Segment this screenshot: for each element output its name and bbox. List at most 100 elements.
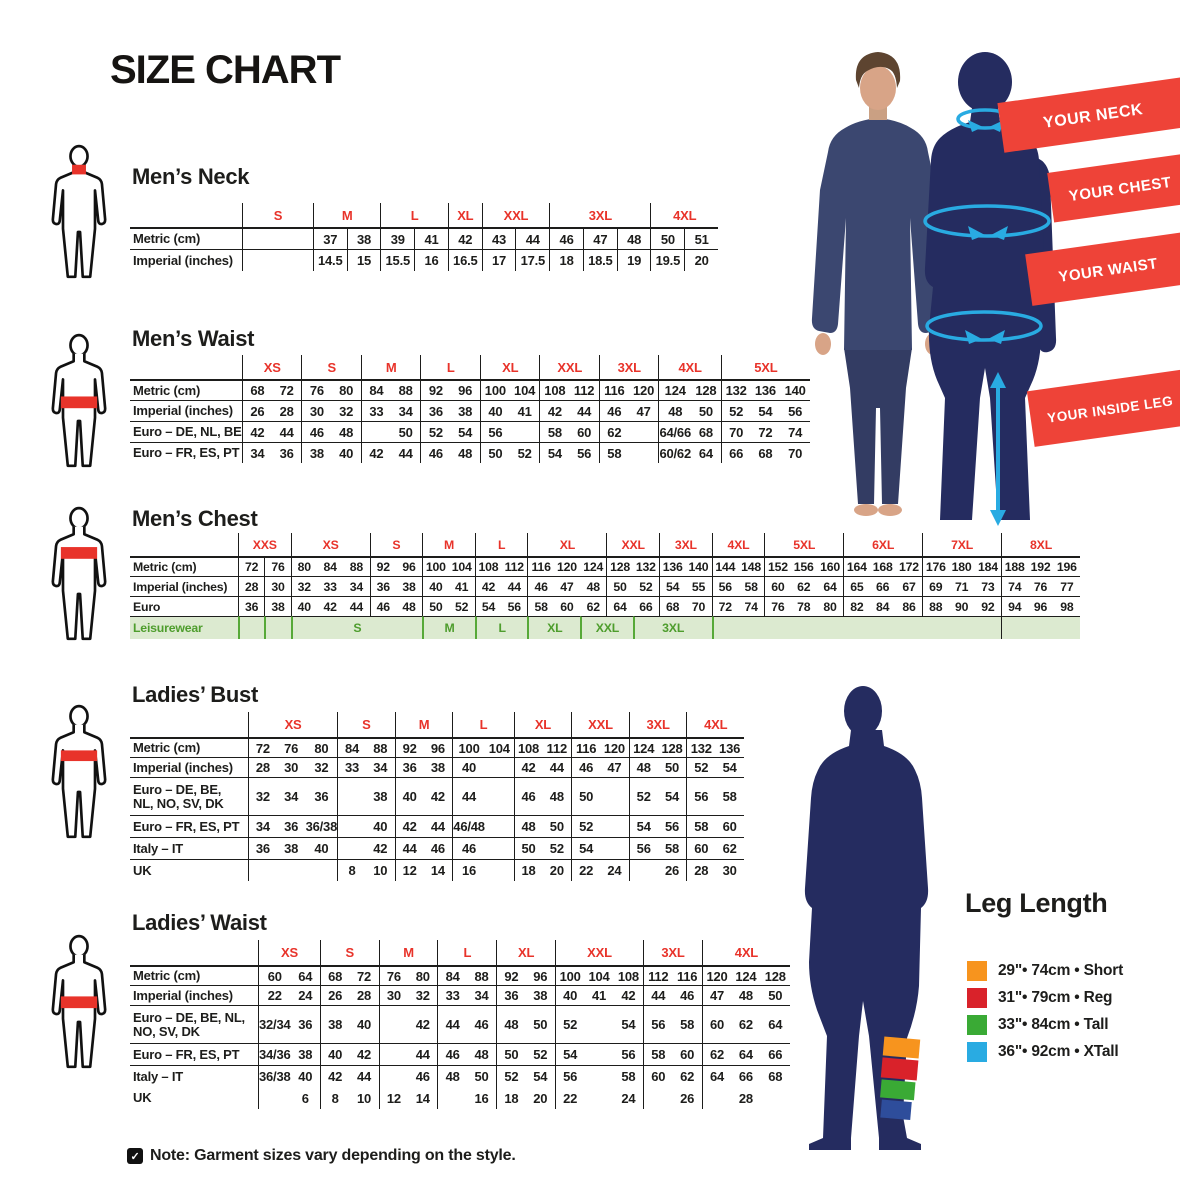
size-cell: 56 — [643, 1005, 673, 1043]
size-cell: 34 — [248, 815, 277, 837]
size-cell: 128 — [760, 965, 790, 985]
size-cell: 18 — [513, 859, 543, 881]
size-cell: 22 — [571, 859, 601, 881]
leg-length-bands — [880, 1036, 921, 1121]
size-cell: 46 — [369, 596, 396, 616]
col-group-header: 6XL — [843, 533, 922, 556]
size-cell — [378, 1043, 409, 1065]
size-cell: 42 — [408, 1005, 438, 1043]
size-cell: 66 — [760, 1043, 790, 1065]
col-group-header: M — [312, 203, 381, 227]
size-cell: 84 — [437, 965, 467, 985]
size-cell: 26 — [242, 400, 272, 421]
size-cell: 42 — [349, 1043, 379, 1065]
size-cell: 100 — [554, 965, 585, 985]
leg-length-item: 31"• 79cm • Reg — [967, 987, 1123, 1008]
size-cell: 58 — [598, 442, 629, 463]
size-cell: 33 — [437, 985, 467, 1005]
size-cell: 44 — [452, 777, 485, 815]
row-label: Imperial (inches) — [130, 757, 248, 777]
size-cell: 60 — [715, 815, 744, 837]
size-cell: 20 — [542, 859, 572, 881]
size-cell: 12 — [394, 859, 424, 881]
size-cell: 50 — [525, 1005, 555, 1043]
size-cell: 72 — [248, 737, 277, 757]
size-cell: 56 — [479, 421, 510, 442]
size-cell: 44 — [437, 1005, 467, 1043]
size-cell: 104 — [448, 556, 475, 576]
leg-length-label: 29"• 74cm • Short — [998, 961, 1124, 979]
leisurewear-cell: XXL — [580, 616, 633, 639]
size-cell: 47 — [600, 757, 629, 777]
col-group-header: XS — [290, 533, 370, 556]
col-group-header: XXL — [606, 533, 659, 556]
size-cell: 96 — [450, 379, 480, 400]
size-cell: 10 — [356, 1090, 372, 1106]
color-swatch — [967, 1014, 987, 1035]
male-figure-chest-icon — [51, 506, 107, 641]
size-cell: 96 — [525, 965, 555, 985]
size-cell: 50 — [422, 596, 449, 616]
female-figure-waist-icon — [51, 934, 107, 1069]
size-cell: 34/36 — [258, 1043, 291, 1065]
size-cell: 112 — [501, 556, 528, 576]
size-cell: 196 — [1053, 556, 1080, 576]
col-group-header: L — [380, 203, 448, 227]
size-cell: 46 — [527, 576, 554, 596]
size-cell: 52 — [420, 421, 451, 442]
row-label: Euro — [130, 596, 238, 616]
size-cell: 15.5 — [380, 249, 415, 271]
size-cell: 46 — [672, 985, 702, 1005]
size-cell — [337, 815, 366, 837]
size-cell: 92 — [974, 596, 1002, 616]
size-cell: 46 — [549, 227, 583, 249]
size-cell: 26 — [680, 1090, 695, 1106]
size-cell: 112 — [542, 737, 572, 757]
size-cell: 50 — [571, 777, 601, 815]
leisurewear-cell: 3XL — [632, 616, 712, 639]
size-cell: 80 — [290, 556, 317, 576]
leg-length-item: 29"• 74cm • Short — [967, 960, 1123, 981]
size-cell: 32 — [248, 777, 277, 815]
size-cell: 36 — [248, 837, 277, 859]
size-cell — [628, 859, 658, 881]
size-cell: 54 — [613, 1005, 644, 1043]
size-cell: 74 — [1001, 576, 1028, 596]
size-cell — [258, 1087, 291, 1109]
col-group-header: L — [420, 355, 479, 379]
size-cell: 120 — [701, 965, 732, 985]
size-cell: 68 — [750, 442, 781, 463]
size-cell: 68 — [242, 379, 272, 400]
size-cell: 42 — [423, 777, 453, 815]
row-label: Imperial (inches) — [130, 576, 238, 596]
size-cell — [305, 859, 338, 881]
size-cell — [509, 421, 540, 442]
size-cell: 164 — [843, 556, 870, 576]
size-cell: 38 — [290, 1043, 320, 1065]
size-cell: 58 — [539, 421, 570, 442]
size-cell — [600, 815, 629, 837]
size-cell: 128 — [691, 379, 721, 400]
size-cell: 86 — [895, 596, 923, 616]
leisurewear-cell: XL — [527, 616, 581, 639]
reg-band — [880, 1057, 919, 1081]
size-cell: 120 — [600, 737, 629, 757]
row-label: Imperial (inches) — [130, 400, 242, 421]
bust-highlight-band — [60, 750, 98, 762]
size-cell: 52 — [720, 400, 751, 421]
size-cell: 128 — [606, 556, 633, 576]
col-group-header: M — [422, 533, 475, 556]
size-cell: 42 — [513, 757, 543, 777]
size-cell: 50 — [496, 1043, 526, 1065]
size-cell: 52 — [686, 757, 716, 777]
col-group-header: S — [319, 940, 379, 965]
size-cell: 43 — [481, 227, 516, 249]
size-cell: 66 — [720, 442, 751, 463]
female-figure-bust-icon — [51, 704, 107, 839]
size-cell: 108 — [474, 556, 502, 576]
size-cell: 18 — [549, 249, 583, 271]
size-cell: 34 — [242, 442, 272, 463]
size-cell: 58 — [643, 1043, 673, 1065]
size-cell: 28 — [248, 757, 277, 777]
